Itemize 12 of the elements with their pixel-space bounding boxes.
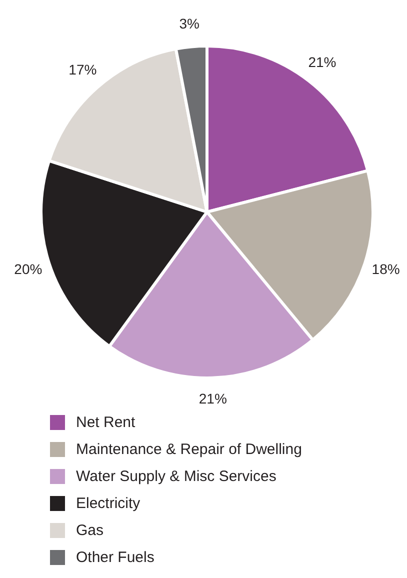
data-label: 17% <box>68 62 97 78</box>
legend-label: Gas <box>76 522 104 539</box>
legend-label: Maintenance & Repair of Dwelling <box>76 440 302 458</box>
legend-label: Other Fuels <box>76 548 154 566</box>
data-label: 3% <box>179 16 200 32</box>
data-label: 21% <box>198 390 227 407</box>
data-label: 18% <box>372 260 400 277</box>
legend-label: Water Supply & Misc Services <box>76 468 276 485</box>
legend-label: Net Rent <box>76 414 136 431</box>
legend-label: Electricity <box>76 494 141 512</box>
data-label: 20% <box>14 260 42 277</box>
data-label: 21% <box>308 54 336 70</box>
